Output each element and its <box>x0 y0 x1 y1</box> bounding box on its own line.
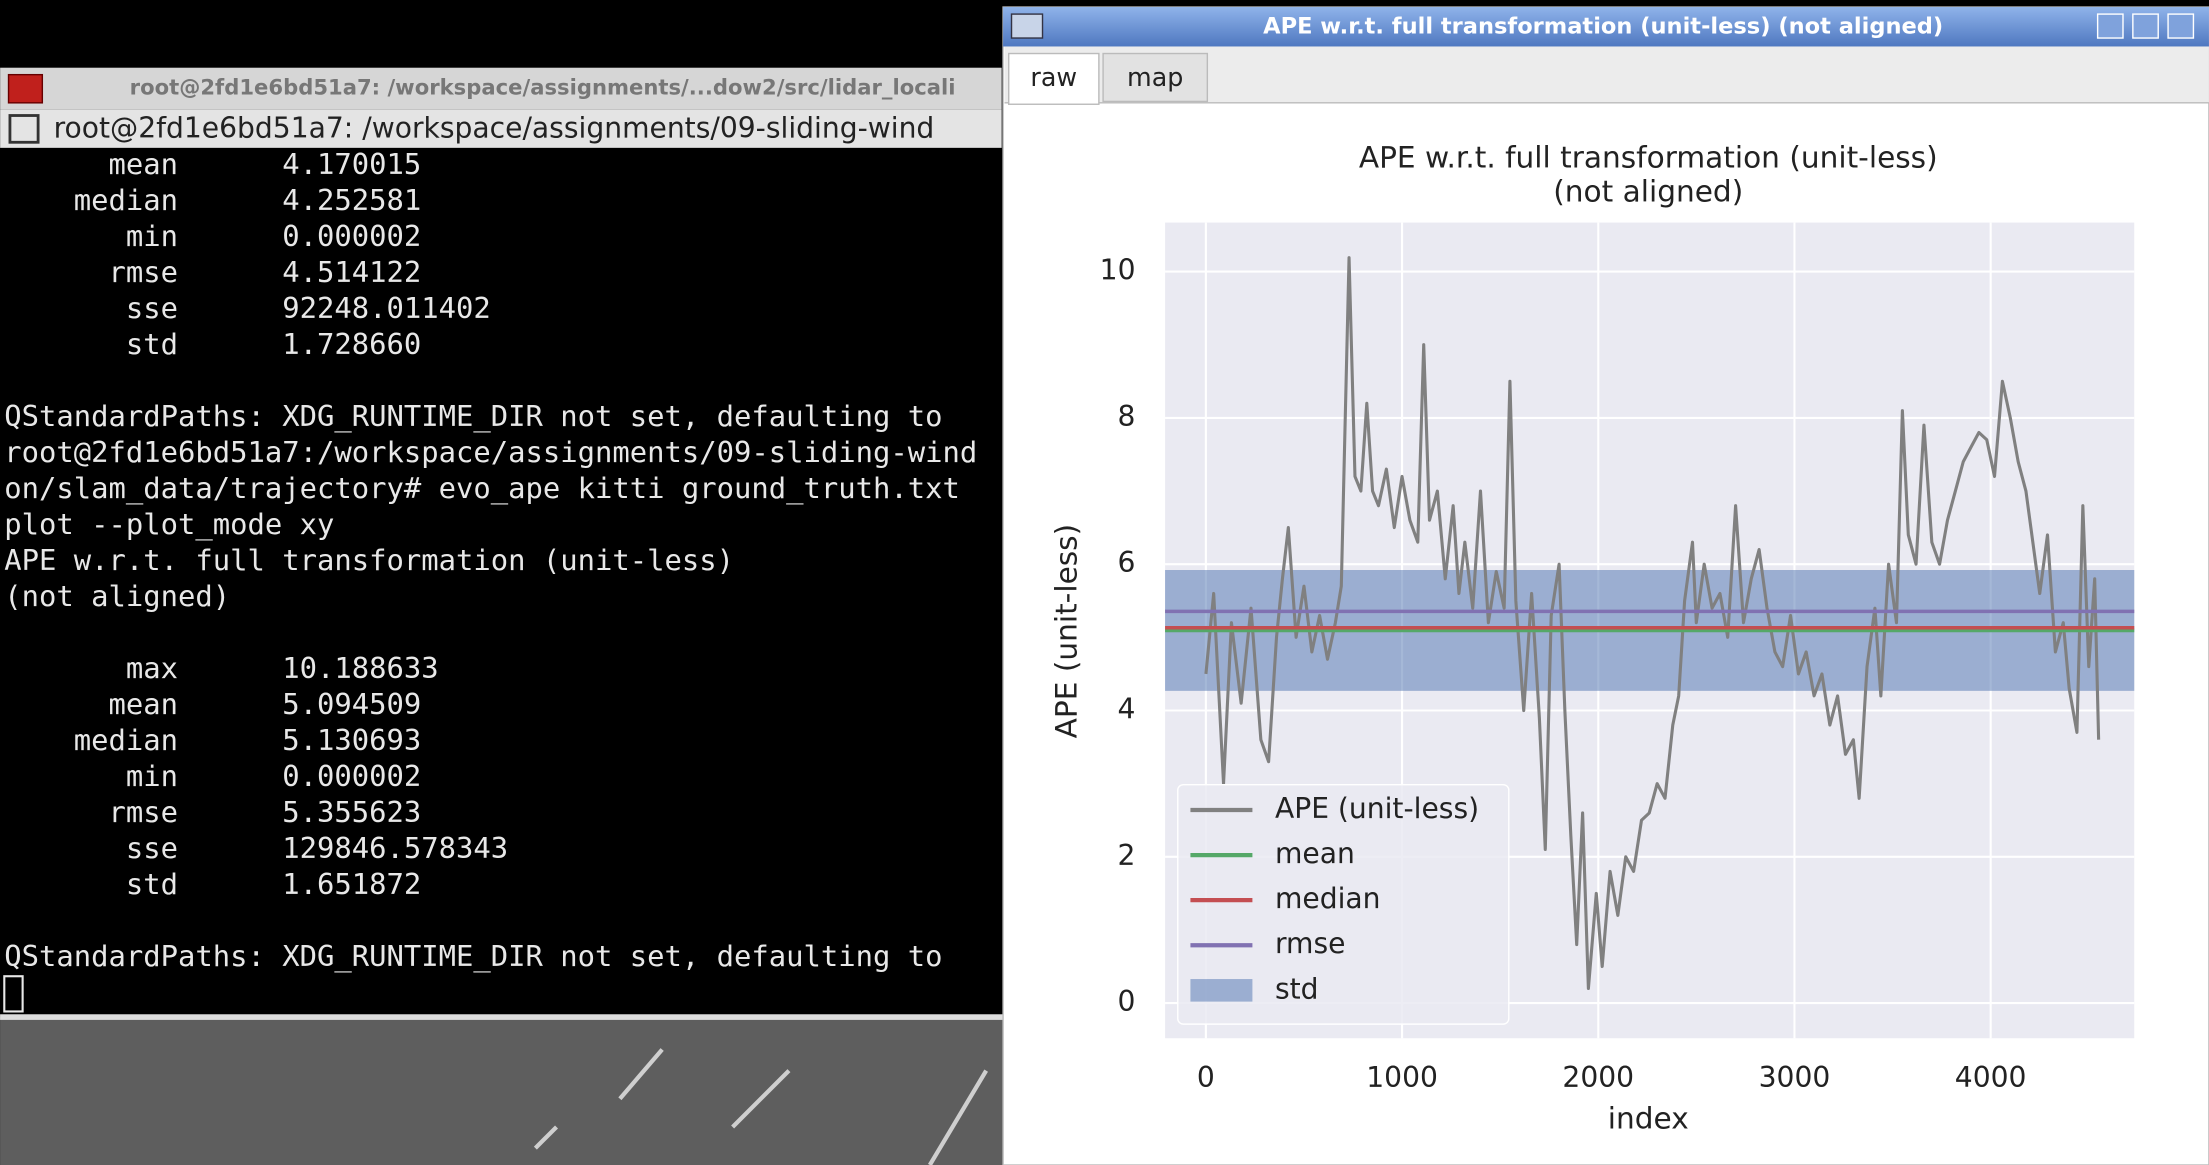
background-image <box>0 1017 1004 1165</box>
x-tick-label: 3000 <box>1759 1061 1831 1094</box>
terminal-title: root@2fd1e6bd51a7: /workspace/assignment… <box>130 75 956 100</box>
legend-label: std <box>1275 972 1319 1005</box>
background-streaks <box>533 1048 988 1165</box>
terminal-icon[interactable] <box>7 73 44 104</box>
y-tick-label: 8 <box>1118 400 1136 433</box>
legend-box <box>1177 783 1510 1025</box>
cursor <box>3 975 24 1013</box>
chart-title: APE w.r.t. full transformation (unit-les… <box>1359 141 1938 175</box>
plot-window-title: APE w.r.t. full transformation (unit-les… <box>1263 13 1943 39</box>
x-tick-label: 2000 <box>1562 1061 1634 1094</box>
legend-label: mean <box>1275 837 1355 870</box>
chart: APE w.r.t. full transformation (unit-les… <box>1049 141 2135 1135</box>
x-tick-label: 4000 <box>1955 1061 2027 1094</box>
legend-label: rmse <box>1275 927 1346 960</box>
terminal-titlebar[interactable] <box>0 67 1003 110</box>
terminal-line: min 0.000002 <box>4 219 421 253</box>
maximize-button[interactable] <box>2132 13 2159 39</box>
tab-icon[interactable] <box>8 114 40 144</box>
chart-subtitle: (not aligned) <box>1553 174 1743 208</box>
terminal-tabbar <box>0 109 1002 148</box>
plot-titlebar[interactable] <box>1003 7 2209 47</box>
y-axis-label: APE (unit-less) <box>1049 524 1083 738</box>
terminal-line: plot --plot_mode xy <box>4 507 334 542</box>
legend-label: median <box>1275 882 1381 915</box>
close-button[interactable] <box>2167 13 2195 39</box>
x-axis-label: index <box>1608 1101 1689 1135</box>
terminal-line: sse 92248.011402 <box>4 291 491 325</box>
terminal-body <box>0 147 1002 1018</box>
terminal-line: min 0.000002 <box>4 759 421 793</box>
terminal-line: max 10.188633 <box>4 651 438 685</box>
tab[interactable] <box>1102 52 1209 103</box>
terminal-line: root@2fd1e6bd51a7:/workspace/assignments… <box>4 435 977 469</box>
terminal-line: mean 4.170015 <box>4 147 421 181</box>
terminal-tab-title[interactable]: root@2fd1e6bd51a7: /workspace/assignment… <box>54 112 935 145</box>
legend-label: APE (unit-less) <box>1275 792 1479 825</box>
terminal-line: rmse 4.514122 <box>4 255 421 289</box>
terminal-line: (not aligned) <box>4 579 230 613</box>
terminal-line: APE w.r.t. full transformation (unit-les… <box>4 543 734 577</box>
tab-label[interactable]: map <box>1127 62 1183 92</box>
window-icon[interactable] <box>1010 13 1044 39</box>
terminal-line: median 5.130693 <box>4 723 421 757</box>
terminal-line: QStandardPaths: XDG_RUNTIME_DIR not set,… <box>4 399 942 434</box>
terminal-line: rmse 5.355623 <box>4 795 421 829</box>
terminal-line: QStandardPaths: XDG_RUNTIME_DIR not set,… <box>4 939 942 974</box>
terminal-window: root@2fd1e6bd51a7: /workspace/assignment… <box>0 67 1003 1018</box>
y-tick-label: 6 <box>1118 546 1136 579</box>
terminal-border <box>0 1014 1004 1020</box>
terminal-line: mean 5.094509 <box>4 687 421 721</box>
tab-label[interactable]: raw <box>1030 62 1077 92</box>
y-tick-label: 4 <box>1118 692 1136 725</box>
terminal-line: sse 129846.578343 <box>4 831 508 865</box>
y-tick-label: 10 <box>1100 254 1136 287</box>
terminal-line: std 1.728660 <box>4 327 421 361</box>
terminal-line: median 4.252581 <box>4 183 421 217</box>
ape-line <box>1204 256 2101 991</box>
y-tick-label: 2 <box>1118 839 1136 872</box>
x-tick-label: 1000 <box>1366 1061 1438 1094</box>
terminal-line: std 1.651872 <box>4 867 421 901</box>
minimize-button[interactable] <box>2096 13 2124 39</box>
terminal-line: on/slam_data/trajectory# evo_ape kitti g… <box>4 471 960 506</box>
x-tick-label: 0 <box>1197 1061 1215 1094</box>
plot-window: APE w.r.t. full transformation (unit-les… <box>1002 6 2209 1165</box>
y-tick-label: 0 <box>1118 985 1136 1018</box>
tab[interactable] <box>1008 52 1100 105</box>
legend-patch <box>1190 979 1253 1002</box>
